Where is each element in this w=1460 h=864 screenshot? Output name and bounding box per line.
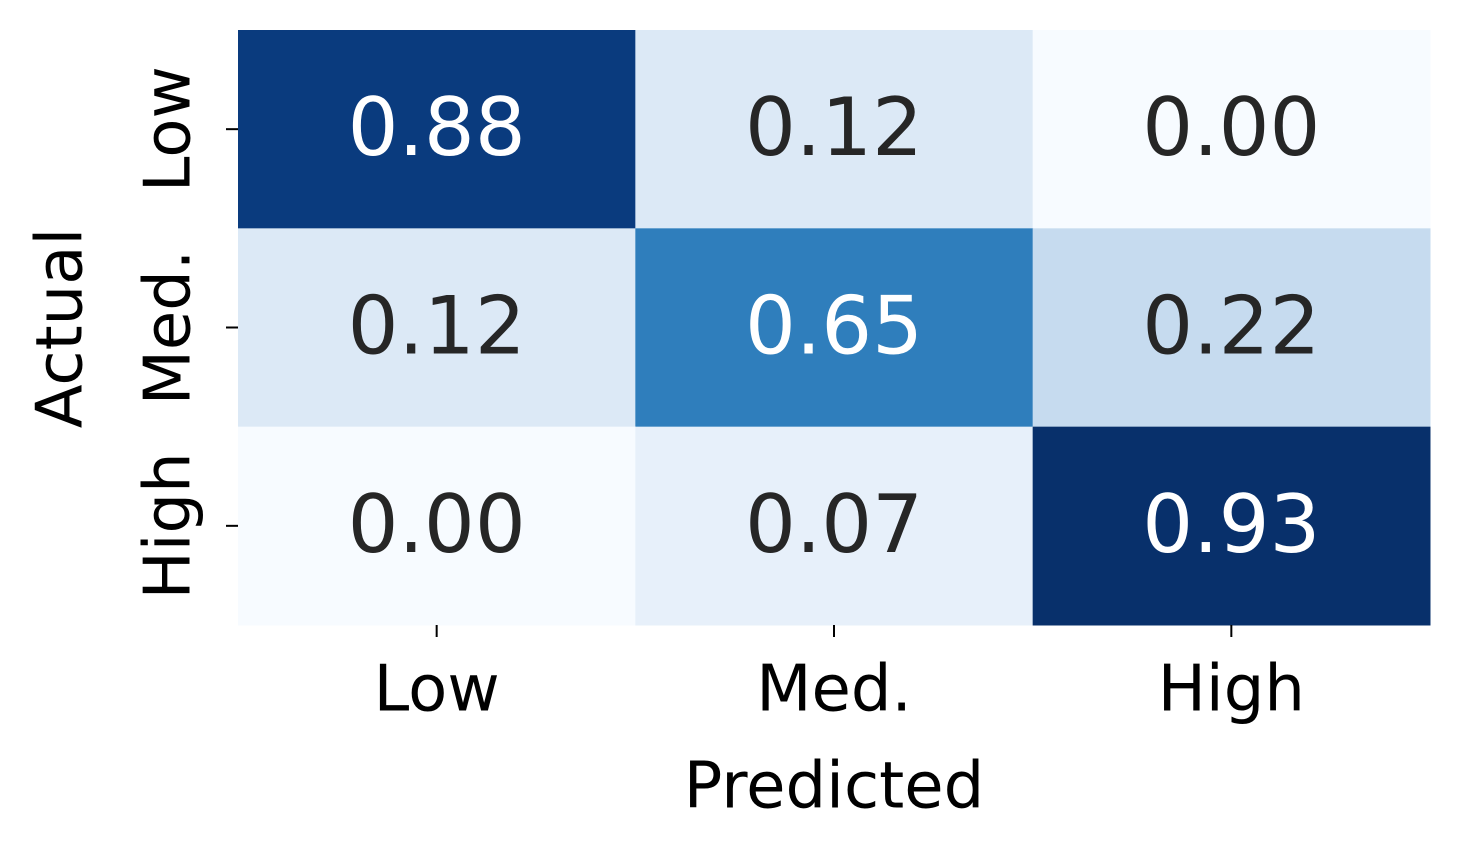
heatmap-cell bbox=[238, 30, 636, 229]
cell-label: 0.07 bbox=[745, 478, 923, 571]
cell-label: 0.00 bbox=[1142, 81, 1320, 174]
cell-label: 0.22 bbox=[1142, 279, 1320, 372]
y-tick-label: Med. bbox=[132, 250, 206, 406]
heatmap-cell bbox=[635, 426, 1034, 626]
x-tick-label: High bbox=[1158, 653, 1305, 727]
cell-label: 0.93 bbox=[1142, 478, 1320, 571]
cell-label: 0.12 bbox=[745, 81, 923, 174]
cell-label: 0.65 bbox=[745, 279, 923, 372]
heatmap-cell bbox=[1032, 228, 1431, 428]
cell-label: 0.00 bbox=[348, 478, 526, 571]
heatmap-cell bbox=[635, 228, 1034, 428]
cell-label: 0.12 bbox=[348, 279, 526, 372]
x-axis-label: Predicted bbox=[684, 750, 984, 824]
heatmap-cell bbox=[635, 30, 1034, 229]
y-tick-label: Low bbox=[132, 66, 206, 192]
heatmap-cell bbox=[238, 426, 636, 626]
cell-label: 0.88 bbox=[348, 81, 526, 174]
heatmap-cell bbox=[1032, 426, 1431, 626]
x-tick-label: Med. bbox=[756, 653, 912, 727]
y-tick-label: High bbox=[132, 452, 206, 599]
heatmap-cell bbox=[1032, 30, 1431, 229]
y-axis-label: Actual bbox=[24, 228, 98, 429]
x-tick-label: Low bbox=[374, 653, 500, 727]
heatmap-cell bbox=[238, 228, 636, 428]
